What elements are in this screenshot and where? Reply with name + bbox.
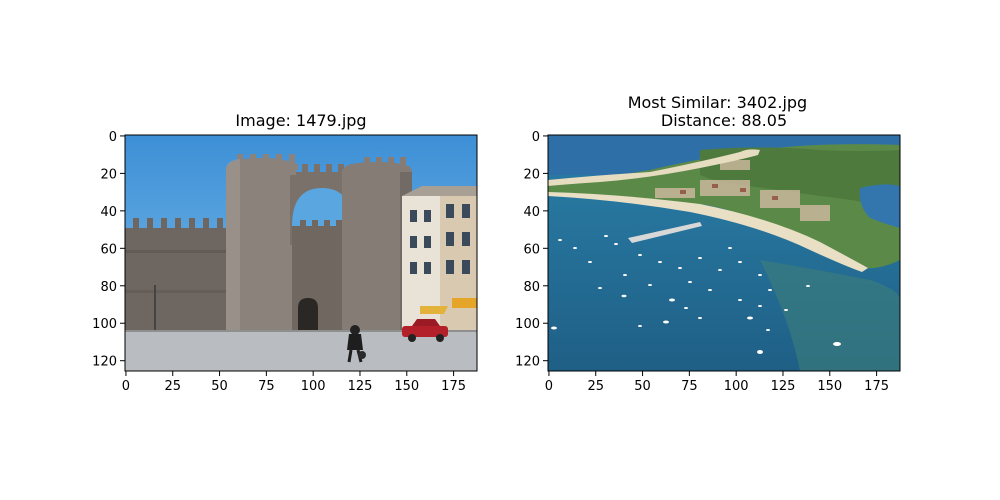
subplot-query-image: Image: 1479.jpg: [92, 111, 478, 394]
query-x-tick-label: 100: [301, 379, 326, 394]
similar-x-tick-label: 75: [681, 379, 698, 394]
similar-photo: [548, 135, 900, 371]
query-x-tick-label: 25: [164, 379, 181, 394]
similar-y-tick-label: 0: [532, 130, 540, 145]
query-x-tick-label: 75: [258, 379, 275, 394]
query-y-tick-label: 80: [100, 280, 117, 295]
similar-image-title: Most Similar: 3402.jpg Distance: 88.05: [628, 93, 813, 130]
similar-y-tick-label: 60: [523, 242, 540, 257]
query-image-title: Image: 1479.jpg: [235, 111, 366, 130]
similar-y-tick-label: 120: [515, 355, 540, 370]
query-axis-ticks: 0 25 50 75 100 125 150 175 0 20 40 60 80 100 120: [92, 130, 466, 394]
similar-axis-ticks: 0 25 50 75 100 125 150 175 0 20 40 60 80 100 120: [515, 130, 889, 394]
query-y-tick-label: 20: [100, 167, 117, 182]
query-x-tick-label: 125: [348, 379, 373, 394]
query-y-tick-label: 0: [109, 130, 117, 145]
similar-y-tick-label: 40: [523, 205, 540, 220]
query-x-tick-label: 50: [211, 379, 228, 394]
similar-image-title-line-2: Distance: 88.05: [661, 111, 787, 130]
similar-y-tick-label: 20: [523, 167, 540, 182]
similar-axes-frame: [547, 134, 901, 372]
query-x-tick-label: 150: [394, 379, 419, 394]
query-x-tick-label: 0: [122, 379, 130, 394]
similar-image-title-line-1: Most Similar: 3402.jpg: [628, 93, 808, 112]
query-y-tick-label: 120: [92, 355, 117, 370]
similar-x-tick-label: 25: [587, 379, 604, 394]
query-y-tick-label: 100: [92, 317, 117, 332]
similar-x-tick-label: 100: [724, 379, 749, 394]
similar-x-tick-label: 0: [545, 379, 553, 394]
similar-x-tick-label: 175: [864, 379, 889, 394]
similar-x-tick-label: 150: [817, 379, 842, 394]
query-axes-frame: [124, 134, 478, 372]
similar-x-tick-label: 125: [771, 379, 796, 394]
query-photo: [125, 135, 477, 371]
query-x-tick-label: 175: [441, 379, 466, 394]
subplot-similar-image: Most Similar: 3402.jpg Distance: 88.05: [515, 93, 901, 394]
similar-y-tick-label: 100: [515, 317, 540, 332]
query-y-tick-label: 40: [100, 205, 117, 220]
similar-x-tick-label: 50: [634, 379, 651, 394]
query-y-tick-label: 60: [100, 242, 117, 257]
similar-y-tick-label: 80: [523, 280, 540, 295]
